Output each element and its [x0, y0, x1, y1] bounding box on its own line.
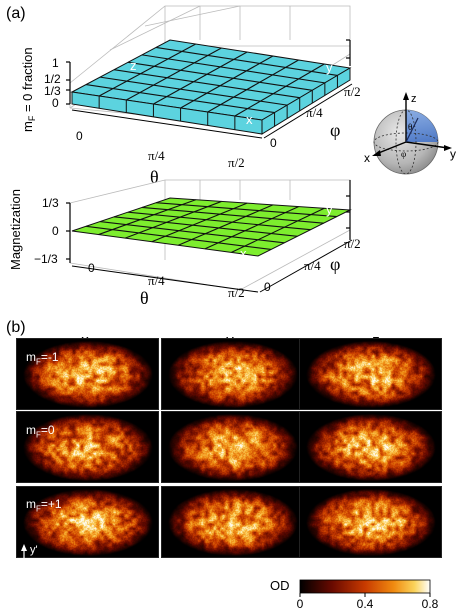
surface-grid-line — [153, 51, 248, 105]
top-plot-box — [69, 5, 351, 125]
top-z-tick-half: 1/2 — [44, 72, 61, 86]
bottom-z-axis — [66, 202, 71, 263]
panel-b-label: (b) — [6, 319, 26, 336]
bottom-theta-tick-pi4: π/4 — [148, 273, 165, 288]
top-phi-tick-pi2: π/2 — [344, 84, 361, 99]
od-image-y-mf-0 — [161, 411, 304, 483]
surface-grid-line — [98, 199, 196, 236]
bottom-theta-label: θ — [140, 288, 149, 308]
bottom-corner-x: x — [240, 246, 247, 261]
surface-grid-line — [204, 206, 299, 250]
top-corner-z: z — [130, 58, 137, 73]
top-surface-side-right — [261, 67, 351, 135]
od-image-z-mf-minus1 — [299, 338, 442, 410]
sphere-axis-y: y — [450, 147, 456, 161]
surface-grid-line — [180, 55, 274, 109]
top-surface-grid — [85, 43, 338, 117]
top-phi-tick-pi4: π/4 — [306, 105, 323, 120]
scalebar-label: 100μm — [390, 559, 427, 573]
sphere-axis-x: x — [364, 151, 370, 165]
row-label-mf-0: mF=0 — [26, 423, 55, 440]
top-phi-label: φ — [330, 120, 340, 140]
surface-grid-line — [99, 221, 285, 244]
top-theta-tick-0: 0 — [76, 129, 83, 143]
surface-grid-line — [99, 76, 288, 106]
top-ylabel: mF = 0 fraction — [20, 47, 37, 132]
surface-grid-line — [151, 202, 248, 243]
surface-grid-line — [155, 202, 337, 218]
axis-label-xprime: x' — [44, 557, 52, 569]
surface-grid-line — [155, 46, 338, 76]
surface-grid-line — [141, 206, 324, 224]
bloch-sphere: z y x θ φ — [364, 92, 456, 175]
sphere-axis-z: z — [411, 93, 417, 105]
bottom-surface-grid — [85, 199, 337, 253]
surface-grid-line — [126, 47, 222, 101]
bottom-phi-label: φ — [330, 254, 340, 274]
bottom-z-tick-0: 0 — [52, 224, 59, 238]
bottom-phi-tick-pi2: π/2 — [344, 236, 361, 251]
top-theta-label: θ — [150, 167, 159, 187]
colorbar-tick-0: 0 — [297, 597, 304, 611]
surface-grid-line — [124, 200, 222, 239]
top-theta-tick-pi4: π/4 — [148, 148, 165, 163]
surface-grid-line — [113, 69, 300, 99]
colorbar-tick-08: 0.8 — [422, 597, 439, 611]
bottom-corner-y: y — [326, 202, 333, 217]
colorbar-tick-04: 0.4 — [357, 597, 374, 611]
surface-grid-line — [98, 43, 196, 97]
surface-grid-line — [85, 84, 275, 114]
surface-grid-line — [127, 61, 313, 91]
bottom-z-tick-neg-third: −1/3 — [34, 252, 58, 266]
bottom-phi-tick-0: 0 — [264, 280, 271, 294]
mf0-fraction-plot: 1 1/2 1/3 0 mF = 0 fraction 0 π/4 π/2 θ … — [20, 5, 361, 187]
surface-grid-line — [178, 204, 274, 246]
od-image-y-mf-plus1 — [161, 486, 304, 558]
bottom-theta-tick-pi2: π/2 — [228, 285, 245, 300]
top-z-tick-third: 1/3 — [44, 84, 61, 98]
top-z-axis — [66, 61, 71, 105]
od-image-y-mf-minus1 — [161, 338, 304, 410]
top-z-tick-1: 1 — [52, 56, 59, 70]
surface-grid-line — [127, 211, 311, 231]
colorbar-label: OD — [270, 578, 290, 593]
bottom-z-tick-third: 1/3 — [42, 196, 59, 210]
row-label-mf-plus1: mF=+1 — [26, 497, 62, 514]
top-corner-x: x — [246, 112, 253, 127]
top-theta-axis — [71, 109, 263, 139]
od-image-z-mf-plus1 — [299, 486, 442, 558]
bottom-theta-tick-0: 0 — [88, 261, 95, 275]
magnetization-plot: 1/3 0 −1/3 Magnetization 0 π/4 π/2 θ π/2… — [8, 179, 361, 308]
od-image-z-mf-0 — [299, 411, 442, 483]
surface-grid-line — [85, 225, 272, 250]
od-image-x-mf-minus1 — [16, 338, 159, 410]
surface-grid-line — [231, 207, 325, 253]
sphere-theta: θ — [408, 122, 412, 132]
top-corner-y: y — [326, 60, 333, 75]
bottom-ylabel: Magnetization — [8, 189, 23, 270]
sphere-phi: φ — [401, 149, 406, 159]
od-image-x-mf-plus1 — [16, 486, 159, 558]
surface-grid-line — [113, 216, 298, 237]
row-label-mf-minus1: mF=-1 — [26, 350, 59, 367]
bottom-corner-z: z — [126, 197, 133, 212]
surface-grid-line — [234, 63, 325, 117]
od-image-x-mf-0 — [16, 411, 159, 483]
bottom-phi-tick-pi4: π/4 — [304, 258, 321, 273]
axis-label-yprime: y' — [30, 544, 38, 556]
panel-a-label: (a) — [6, 5, 26, 22]
top-z-tick-0: 0 — [52, 96, 59, 110]
top-phi-tick-0: 0 — [270, 136, 277, 150]
sphere-quadrant — [406, 110, 438, 142]
surface-grid-line — [141, 54, 325, 84]
top-side-grid — [98, 75, 338, 130]
top-theta-tick-pi2: π/2 — [228, 155, 245, 170]
surface-grid-line — [207, 59, 299, 113]
